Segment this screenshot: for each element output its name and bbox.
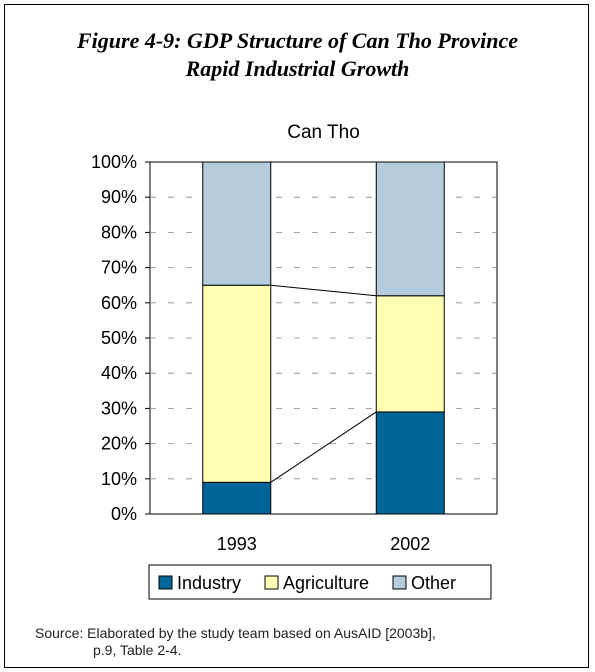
figure-title-line2: Rapid Industrial Growth [185,56,410,81]
y-tick-label: 60% [101,293,137,313]
x-tick-label: 2002 [390,534,430,554]
x-tick-label: 1993 [217,534,257,554]
y-tick-label: 0% [111,504,137,524]
y-tick-label: 20% [101,434,137,454]
bar-segment-industry [202,481,272,515]
y-tick-label: 90% [101,187,137,207]
source-line1: Source: Elaborated by the study team bas… [35,625,436,641]
legend-label-agriculture: Agriculture [283,573,369,593]
chart-title: Can Tho [287,122,360,143]
bar-segment-other [202,161,272,286]
legend-swatch-other [392,575,407,590]
legend-label-other: Other [411,573,456,593]
figure-title: Figure 4-9: GDP Structure of Can Tho Pro… [5,27,590,83]
y-tick-label: 40% [101,363,137,383]
plot-area [149,161,498,515]
bar-segment-industry [375,411,445,515]
y-tick-label: 10% [101,469,137,489]
bar-segment-other [375,161,445,297]
figure-title-line1: Figure 4-9: GDP Structure of Can Tho Pro… [76,28,519,53]
bar-segment-agriculture [202,284,272,483]
legend-label-industry: Industry [177,573,241,593]
stacked-bar-chart: Can Tho 0% 10% 20% 30% 40% 50% 60% 70% 80% 90% 100%… [91,122,498,600]
y-tick-label: 80% [101,222,137,242]
legend-box [148,564,492,600]
y-tick-label: 70% [101,258,137,278]
y-tick-label: 100% [91,152,137,172]
bar-segment-agriculture [375,295,445,413]
source-note: Source: Elaborated by the study team bas… [35,625,575,659]
figure-frame: Figure 4-9: GDP Structure of Can Tho Pro… [4,4,589,668]
legend-swatch-agriculture [264,575,279,590]
series-connector-line [270,284,377,297]
y-tick-label: 30% [101,398,137,418]
legend-swatch-industry [158,575,173,590]
series-connector-line [270,411,377,483]
y-tick-label: 50% [101,328,137,348]
source-line2: p.9, Table 2-4. [93,642,182,658]
